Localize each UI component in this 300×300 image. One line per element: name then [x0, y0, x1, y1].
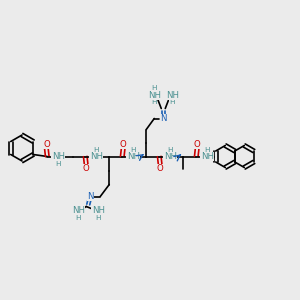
Text: N: N [160, 114, 166, 123]
Text: NH: NH [90, 152, 103, 161]
Text: NH: NH [72, 206, 85, 215]
Text: NH: NH [148, 91, 161, 100]
Text: H: H [76, 214, 81, 220]
Text: NH: NH [166, 91, 179, 100]
Text: H: H [94, 146, 99, 152]
Text: H: H [167, 146, 173, 152]
Text: NH: NH [201, 152, 214, 161]
Text: O: O [194, 140, 201, 149]
Text: N: N [87, 192, 94, 201]
Text: H: H [152, 100, 157, 106]
Text: H: H [130, 146, 136, 152]
Text: H: H [205, 146, 210, 152]
Text: H: H [95, 214, 101, 220]
Text: H: H [152, 85, 157, 91]
Text: NH: NH [92, 206, 105, 215]
Text: NH: NH [164, 152, 177, 161]
Text: O: O [83, 164, 90, 173]
Text: H: H [169, 100, 175, 106]
Text: O: O [120, 140, 127, 149]
Text: NH: NH [52, 152, 65, 161]
Text: O: O [44, 140, 51, 149]
Text: H: H [56, 160, 61, 166]
Text: NH: NH [127, 152, 140, 161]
Text: O: O [157, 164, 164, 173]
